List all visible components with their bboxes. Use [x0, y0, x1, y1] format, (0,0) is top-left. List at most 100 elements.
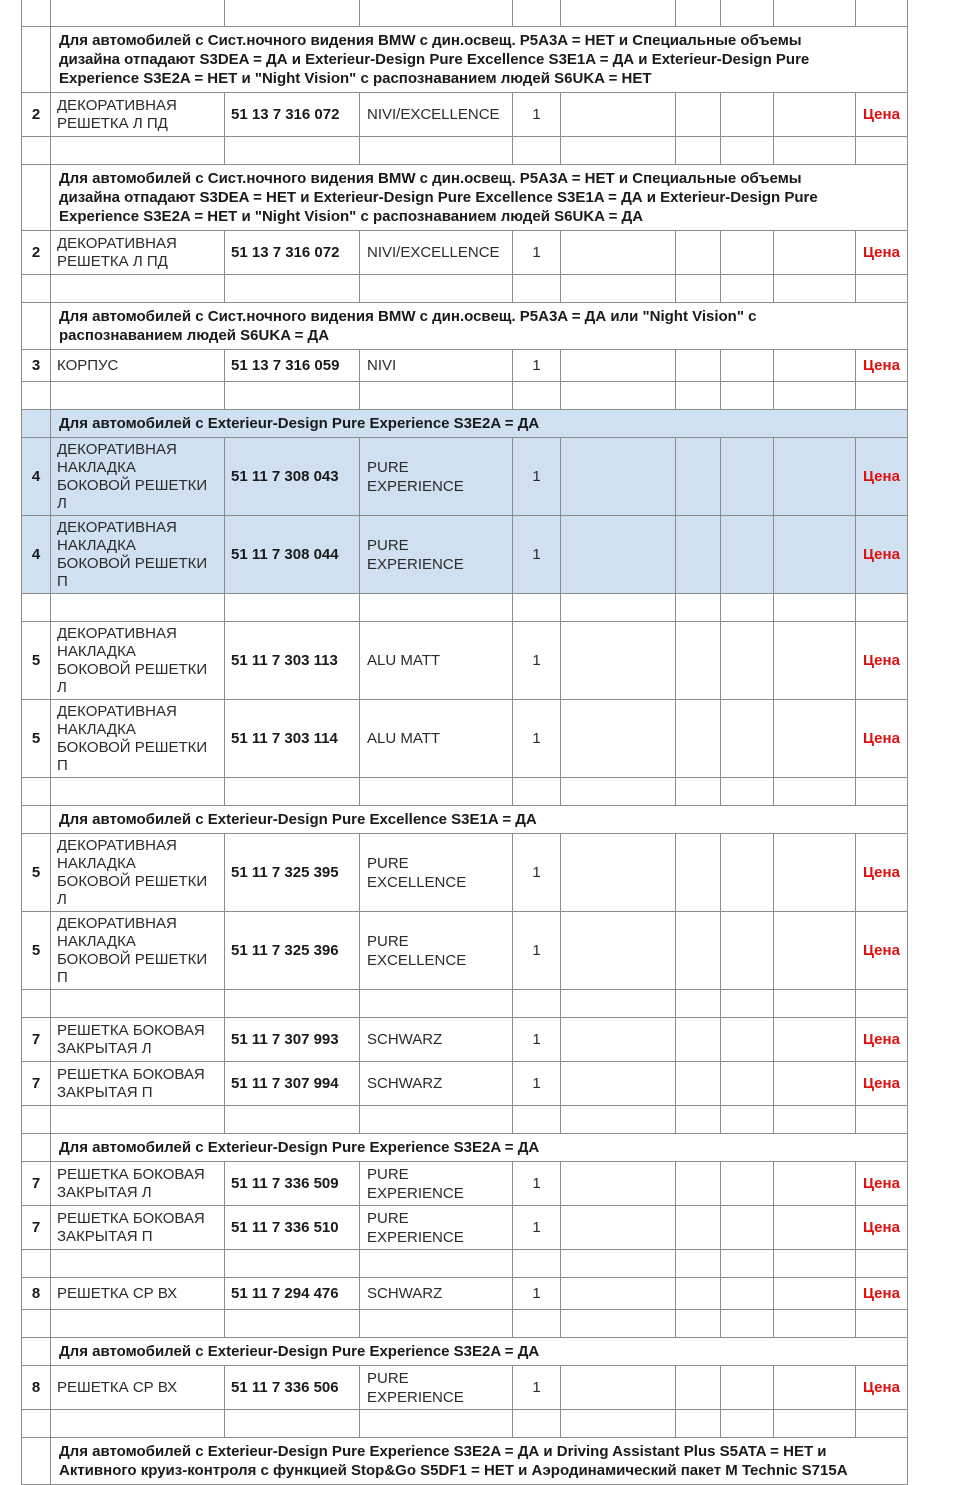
- empty-cell: [675, 230, 721, 275]
- item-number-cell: 7: [21, 1061, 51, 1106]
- empty-cell: [21, 989, 51, 1018]
- empty-cell: [773, 1409, 856, 1438]
- table-row: Для автомобилей с Сист.ночного видения B…: [21, 302, 908, 350]
- empty-cell: [50, 1309, 225, 1338]
- empty-cell: [773, 593, 856, 622]
- table-row: [21, 989, 908, 1018]
- price-link[interactable]: Цена: [855, 699, 908, 778]
- empty-cell: [675, 1017, 721, 1062]
- price-link[interactable]: Цена: [855, 1205, 908, 1250]
- price-link[interactable]: Цена: [855, 515, 908, 594]
- empty-cell: [720, 437, 774, 516]
- price-link[interactable]: Цена: [855, 92, 908, 137]
- empty-cell: [512, 1309, 561, 1338]
- table-row: Для автомобилей с Сист.ночного видения B…: [21, 26, 908, 93]
- table-row: [21, 1409, 908, 1438]
- table-row: Для автомобилей с Exterieur-Design Pure …: [21, 1437, 908, 1485]
- table-row: Для автомобилей с Exterieur-Design Pure …: [21, 409, 908, 438]
- empty-cell: [720, 1365, 774, 1410]
- empty-cell: [773, 437, 856, 516]
- empty-cell: [720, 515, 774, 594]
- empty-cell: [224, 593, 360, 622]
- empty-cell: [512, 777, 561, 806]
- item-number-cell: [21, 1337, 51, 1366]
- quantity-cell: 1: [512, 1161, 561, 1206]
- quantity-cell: 1: [512, 349, 561, 382]
- empty-cell: [675, 92, 721, 137]
- table-row: 8 РЕШЕТКА СР ВХ 51 11 7 294 476 SCHWARZ 1 Цен…: [21, 1277, 908, 1310]
- condition-note: Для автомобилей с Сист.ночного видения B…: [50, 164, 908, 231]
- price-link[interactable]: Цена: [855, 1161, 908, 1206]
- empty-cell: [560, 593, 676, 622]
- empty-cell: [720, 989, 774, 1018]
- quantity-cell: 1: [512, 1017, 561, 1062]
- price-link[interactable]: Цена: [855, 230, 908, 275]
- price-link[interactable]: Цена: [855, 833, 908, 912]
- empty-cell: [512, 381, 561, 410]
- empty-cell: [512, 1249, 561, 1278]
- item-number-cell: 5: [21, 621, 51, 700]
- part-name-cell: РЕШЕТКА БОКОВАЯ ЗАКРЫТАЯ П: [50, 1061, 225, 1106]
- empty-cell: [773, 1365, 856, 1410]
- price-link[interactable]: Цена: [855, 1061, 908, 1106]
- empty-cell: [359, 1249, 513, 1278]
- price-link[interactable]: Цена: [855, 437, 908, 516]
- empty-cell: [720, 92, 774, 137]
- empty-cell: [21, 136, 51, 165]
- price-link[interactable]: Цена: [855, 1365, 908, 1410]
- price-link[interactable]: Цена: [855, 911, 908, 990]
- item-number-cell: 2: [21, 230, 51, 275]
- empty-cell: [720, 230, 774, 275]
- empty-cell: [720, 136, 774, 165]
- empty-cell: [773, 230, 856, 275]
- item-number-cell: [21, 1133, 51, 1162]
- empty-cell: [855, 1249, 908, 1278]
- empty-cell: [50, 1409, 225, 1438]
- price-link[interactable]: Цена: [855, 621, 908, 700]
- empty-cell: [773, 699, 856, 778]
- empty-cell: [512, 0, 561, 27]
- table-row: Для автомобилей с Сист.ночного видения B…: [21, 164, 908, 231]
- empty-cell: [512, 989, 561, 1018]
- empty-cell: [675, 1365, 721, 1410]
- empty-cell: [773, 833, 856, 912]
- empty-cell: [773, 1017, 856, 1062]
- empty-cell: [855, 274, 908, 303]
- empty-cell: [720, 381, 774, 410]
- variant-cell: PURE EXCELLENCE: [359, 833, 513, 912]
- empty-cell: [720, 1277, 774, 1310]
- empty-cell: [50, 136, 225, 165]
- empty-cell: [855, 593, 908, 622]
- variant-cell: PURE EXPERIENCE: [359, 437, 513, 516]
- empty-cell: [855, 989, 908, 1018]
- empty-cell: [560, 1277, 676, 1310]
- price-link[interactable]: Цена: [855, 1017, 908, 1062]
- empty-cell: [50, 1249, 225, 1278]
- part-name-cell: КОРПУС: [50, 349, 225, 382]
- parts-table-body: Для автомобилей с Сист.ночного видения B…: [21, 0, 908, 1485]
- price-link[interactable]: Цена: [855, 349, 908, 382]
- table-row: 4 ДЕКОРАТИВНАЯ НАКЛАДКА БОКОВОЙ РЕШЕТКИ Л…: [21, 437, 908, 516]
- empty-cell: [675, 349, 721, 382]
- empty-cell: [675, 699, 721, 778]
- empty-cell: [773, 1161, 856, 1206]
- quantity-cell: 1: [512, 437, 561, 516]
- part-number-cell: 51 11 7 325 395: [224, 833, 360, 912]
- empty-cell: [675, 515, 721, 594]
- empty-cell: [675, 1409, 721, 1438]
- empty-cell: [50, 381, 225, 410]
- part-name-cell: ДЕКОРАТИВНАЯ НАКЛАДКА БОКОВОЙ РЕШЕТКИ Л: [50, 833, 225, 912]
- part-name-cell: ДЕКОРАТИВНАЯ НАКЛАДКА БОКОВОЙ РЕШЕТКИ Л: [50, 621, 225, 700]
- empty-cell: [560, 1017, 676, 1062]
- empty-cell: [21, 1409, 51, 1438]
- empty-cell: [675, 1061, 721, 1106]
- empty-cell: [359, 1309, 513, 1338]
- empty-cell: [675, 989, 721, 1018]
- empty-cell: [773, 349, 856, 382]
- price-link[interactable]: Цена: [855, 1277, 908, 1310]
- item-number-cell: 5: [21, 911, 51, 990]
- condition-note: Для автомобилей с Exterieur-Design Pure …: [50, 1437, 908, 1485]
- empty-cell: [773, 1249, 856, 1278]
- item-number-cell: 4: [21, 437, 51, 516]
